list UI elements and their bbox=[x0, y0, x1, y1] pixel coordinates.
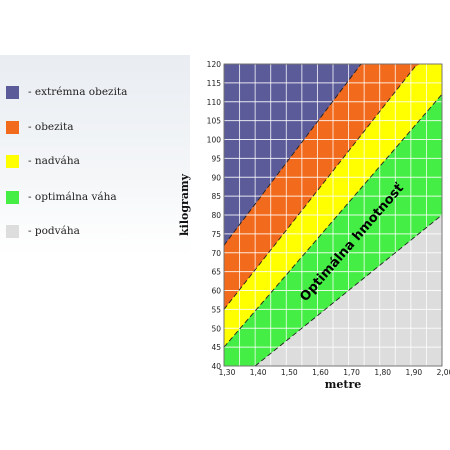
y-tick-label: 45 bbox=[211, 343, 221, 352]
legend-swatch bbox=[6, 154, 19, 168]
x-tick-labels: 1,30 1,40 1,50 1,60 1,70 1,80 1,90 2,00 bbox=[219, 368, 450, 377]
y-tick-label: 75 bbox=[211, 230, 221, 239]
y-tick-labels: 40 45 50 55 60 65 70 75 80 85 90 95 100 105 110 115 120 bbox=[207, 60, 222, 371]
legend-item-optimal-weight: - optimálna váha bbox=[6, 190, 117, 204]
y-tick-label: 65 bbox=[211, 268, 221, 277]
legend-swatch bbox=[6, 85, 19, 99]
y-tick-label: 60 bbox=[211, 287, 221, 296]
legend-label: - extrémna obezita bbox=[28, 86, 128, 98]
legend-swatch bbox=[6, 224, 19, 238]
y-axis-title: kilogramy bbox=[178, 173, 191, 236]
legend-item-underweight: - podváha bbox=[6, 224, 80, 238]
legend-item-overweight: - nadváha bbox=[6, 154, 80, 168]
y-tick-label: 40 bbox=[211, 362, 221, 371]
legend-label: - obezita bbox=[28, 121, 74, 133]
y-tick-label: 100 bbox=[207, 136, 222, 145]
plot-boundaries bbox=[223, 63, 443, 367]
legend-item-obesity: - obezita bbox=[6, 120, 74, 134]
y-tick-label: 70 bbox=[211, 249, 221, 258]
plot-frame bbox=[223, 63, 443, 367]
boundary-line bbox=[254, 214, 443, 367]
y-tick-label: 115 bbox=[207, 79, 222, 88]
boundary-line bbox=[223, 63, 362, 246]
x-tick-label: 2,00 bbox=[437, 368, 450, 377]
y-tick-label: 90 bbox=[211, 173, 221, 182]
x-tick-label: 1,40 bbox=[250, 368, 267, 377]
y-tick-label: 85 bbox=[211, 192, 221, 201]
legend-swatch bbox=[6, 120, 19, 134]
y-tick-label: 80 bbox=[211, 211, 221, 220]
legend-label: - podváha bbox=[28, 225, 80, 237]
x-axis-title: metre bbox=[325, 378, 362, 391]
y-tick-label: 50 bbox=[211, 324, 221, 333]
x-tick-label: 1,80 bbox=[374, 368, 391, 377]
legend-label: - optimálna váha bbox=[28, 191, 117, 203]
y-tick-label: 95 bbox=[211, 154, 221, 163]
y-tick-label: 105 bbox=[207, 117, 222, 126]
legend-swatch bbox=[6, 190, 19, 204]
x-tick-label: 1,60 bbox=[312, 368, 329, 377]
x-tick-label: 1,70 bbox=[343, 368, 360, 377]
y-tick-label: 120 bbox=[207, 60, 222, 69]
x-tick-label: 1,30 bbox=[219, 368, 236, 377]
y-tick-label: 55 bbox=[211, 305, 221, 314]
y-tick-label: 110 bbox=[207, 98, 222, 107]
x-tick-label: 1,90 bbox=[406, 368, 423, 377]
plot-grid bbox=[223, 63, 443, 367]
boundary-line bbox=[223, 63, 418, 310]
legend-panel bbox=[0, 55, 190, 255]
legend-label: - nadváha bbox=[28, 155, 80, 167]
x-tick-label: 1,50 bbox=[281, 368, 298, 377]
legend-item-extreme-obesity: - extrémna obezita bbox=[6, 85, 127, 99]
